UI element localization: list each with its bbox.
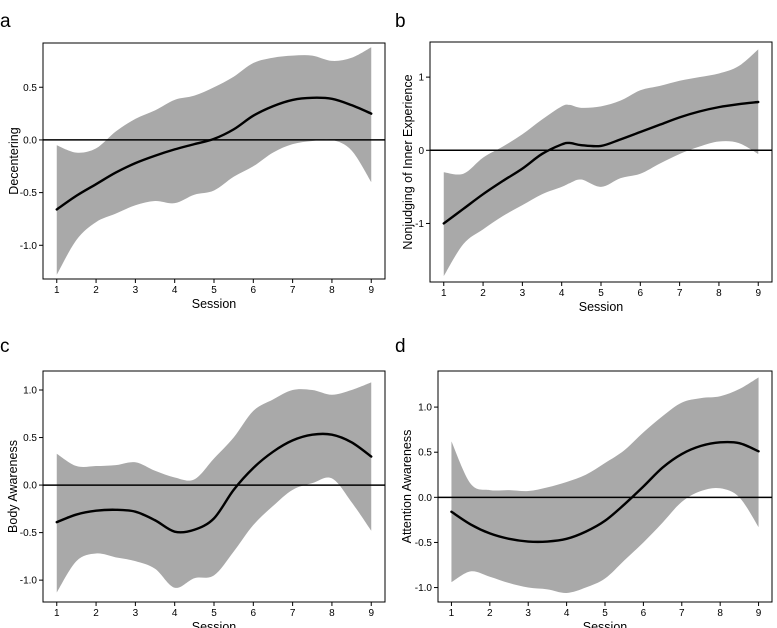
panel-b: b 1 2 3 4 5 6 7 8 9 -1 0 1 Session Nonjudging of Inner… [395,11,773,314]
y-tick-label: -1 [415,219,424,230]
x-tick-label: 8 [329,608,335,619]
x-tick-label: 6 [641,608,647,619]
x-tick-label: 7 [290,285,296,296]
x-tick-label: 7 [679,608,685,619]
x-tick-label: 4 [559,288,565,299]
x-axis-title: Session [192,297,237,311]
y-tick-label: 0.0 [23,481,37,492]
x-tick-label: 8 [717,608,723,619]
x-tick-label: 1 [441,288,447,299]
confidence-band [56,47,372,275]
mean-line [55,432,373,534]
x-tick-label: 6 [638,288,644,299]
y-tick-label: -0.5 [415,538,433,549]
y-tick-label: 1 [418,73,424,84]
y-tick-label: 0.0 [418,493,432,504]
y-tick-label: -0.5 [20,528,38,539]
y-axis-title: Body Awareness [6,440,20,533]
x-axis-title: Session [579,300,624,314]
y-tick-label: 0.5 [418,448,432,459]
y-tick-label: 0 [418,146,424,157]
x-tick-label: 9 [368,285,374,296]
mean-line [442,100,760,225]
x-tick-label: 5 [602,608,608,619]
x-tick-label: 1 [54,285,60,296]
x-tick-label: 6 [251,285,257,296]
panel-letter: b [395,11,406,32]
x-tick-label: 3 [525,608,531,619]
confidence-band [443,49,759,277]
y-tick-label: 1.0 [418,403,432,414]
y-tick-label: 0.5 [23,83,37,94]
panel-d: d 1 2 3 4 5 6 7 8 9 -1.0 -0.5 0.0 0.5 1.0 Session Attent… [395,336,773,628]
y-tick-label: -1.0 [20,576,38,587]
x-tick-label: 1 [449,608,455,619]
x-tick-label: 3 [133,285,139,296]
x-tick-label: 3 [133,608,139,619]
x-tick-label: 1 [54,608,60,619]
x-axis-title: Session [192,620,237,628]
x-tick-label: 2 [93,285,99,296]
y-tick-label: -1.0 [415,583,433,594]
y-tick-label: 0.0 [23,135,37,146]
x-tick-label: 8 [716,288,722,299]
mean-line [450,440,760,544]
x-tick-label: 4 [172,608,178,619]
x-tick-label: 4 [172,285,178,296]
x-tick-label: 4 [564,608,570,619]
x-tick-label: 7 [677,288,683,299]
x-tick-label: 5 [211,285,217,296]
x-tick-label: 5 [211,608,217,619]
panel-a: a 1 2 3 4 5 6 7 8 9 -1.0 -0.5 0.0 0.5 Session Decenteri… [0,11,386,311]
x-tick-label: 5 [598,288,604,299]
confidence-band [56,382,372,593]
y-tick-label: -0.5 [20,188,38,199]
x-tick-label: 9 [755,288,761,299]
y-axis-title: Nonjudging of Inner Experience [401,74,415,249]
panel-letter: d [395,336,406,357]
y-tick-label: 0.5 [23,433,37,444]
x-tick-label: 2 [487,608,493,619]
x-axis-title: Session [583,620,628,628]
y-axis-title: Attention Awareness [400,430,414,544]
x-tick-label: 9 [368,608,374,619]
panel-letter: a [0,11,11,32]
x-tick-label: 3 [520,288,526,299]
x-tick-label: 7 [290,608,296,619]
confidence-band [451,377,759,594]
panel-c: c 1 2 3 4 5 6 7 8 9 -1.0 -0.5 0.0 0.5 1.0 Session Body A… [0,336,386,628]
x-tick-label: 2 [480,288,486,299]
mean-line [55,96,373,211]
y-tick-label: -1.0 [20,241,38,252]
y-axis-title: Decentering [7,127,21,194]
x-tick-label: 2 [93,608,99,619]
panel-letter: c [0,336,10,357]
x-tick-label: 6 [251,608,257,619]
x-tick-label: 9 [756,608,762,619]
y-tick-label: 1.0 [23,386,37,397]
x-tick-label: 8 [329,285,335,296]
